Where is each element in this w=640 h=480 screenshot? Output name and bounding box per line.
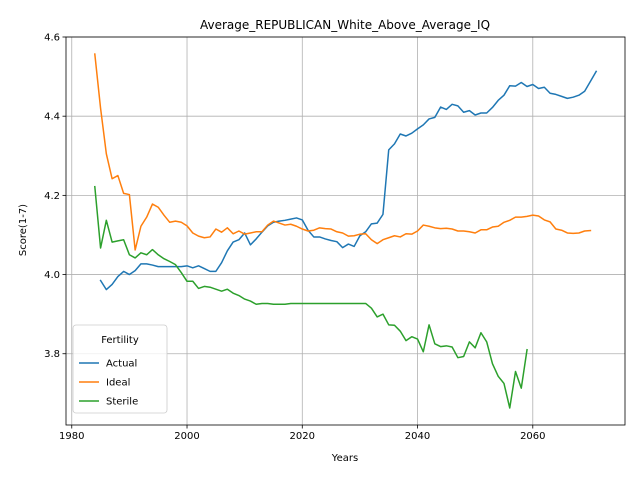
legend-box — [72, 324, 168, 414]
y-axis-ticks: 3.8 4.0 4.2 4.4 4.6 — [44, 33, 66, 360]
chart-title: Average_REPUBLICAN_White_Above_Average_I… — [200, 18, 490, 32]
x-tick-label: 2060 — [520, 431, 545, 442]
x-axis-ticks: 1980 2000 2020 2040 2060 — [59, 425, 546, 442]
series-line-sterile — [93, 185, 528, 409]
y-tick-label: 3.8 — [44, 349, 60, 360]
x-axis-label: Years — [331, 453, 358, 464]
y-tick-label: 4.2 — [44, 191, 60, 202]
y-tick-label: 4.0 — [44, 270, 60, 281]
x-tick-label: 2040 — [405, 431, 430, 442]
y-tick-label: 4.4 — [44, 112, 60, 123]
legend-label-actual: Actual — [106, 359, 137, 370]
legend-label-sterile: Sterile — [106, 397, 138, 408]
legend-title: Fertility — [101, 335, 139, 346]
plot-frame — [65, 36, 626, 426]
legend-label-ideal: Ideal — [106, 378, 130, 389]
y-axis-label: Score(1-7) — [18, 204, 29, 256]
series-line-ideal — [93, 53, 592, 251]
y-tick-label: 4.6 — [44, 33, 60, 44]
x-tick-label: 1980 — [59, 431, 84, 442]
x-tick-label: 2000 — [174, 431, 199, 442]
legend: Fertility Actual Ideal Sterile — [72, 324, 168, 414]
x-tick-label: 2020 — [290, 431, 315, 442]
series-line-actual — [99, 70, 598, 291]
series-lines — [93, 53, 598, 409]
